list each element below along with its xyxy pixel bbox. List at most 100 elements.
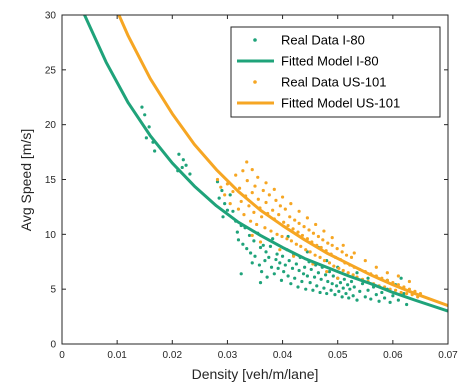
data-point <box>322 259 327 263</box>
data-point <box>307 228 311 232</box>
data-point <box>355 271 359 275</box>
data-point <box>407 279 411 284</box>
x-tick-label: 0.02 <box>163 350 183 361</box>
data-point <box>341 286 345 290</box>
legend-label: Fitted Model US-101 <box>281 96 400 111</box>
data-point <box>247 204 251 208</box>
data-point <box>346 283 350 287</box>
data-point <box>250 168 254 172</box>
data-point <box>303 265 307 269</box>
data-point <box>311 288 315 292</box>
data-point <box>258 245 263 250</box>
data-point <box>289 239 293 243</box>
data-point <box>286 274 290 278</box>
data-point <box>355 298 359 302</box>
data-point <box>140 105 144 109</box>
data-point <box>344 253 349 257</box>
data-point <box>248 251 253 255</box>
data-point <box>297 209 301 213</box>
x-tick-label: 0.05 <box>328 350 348 361</box>
data-point <box>396 298 400 302</box>
y-tick-label: 5 <box>50 285 56 296</box>
data-point <box>261 243 265 247</box>
legend-label: Real Data I-80 <box>281 33 365 48</box>
data-point <box>333 293 337 297</box>
data-point <box>271 237 275 241</box>
data-point <box>278 204 282 208</box>
data-point <box>322 286 326 290</box>
data-point <box>272 187 276 191</box>
series-0-points <box>140 105 409 307</box>
data-point <box>241 242 245 246</box>
data-point <box>325 291 329 296</box>
data-point <box>278 248 282 252</box>
data-point <box>335 246 339 251</box>
data-point <box>332 264 336 268</box>
data-point <box>289 282 293 286</box>
data-point <box>304 248 308 252</box>
data-point <box>363 259 367 263</box>
data-point <box>374 293 378 297</box>
data-point <box>344 291 348 296</box>
data-point <box>396 274 400 278</box>
data-point <box>318 290 322 295</box>
data-point <box>260 215 264 219</box>
data-point <box>297 268 301 273</box>
data-point <box>352 285 356 289</box>
data-point <box>219 185 223 189</box>
data-point <box>399 276 403 280</box>
data-point <box>292 254 296 258</box>
data-point <box>277 212 281 217</box>
legend-marker <box>253 80 257 84</box>
data-point <box>282 220 286 224</box>
data-point <box>304 287 308 291</box>
data-point <box>330 236 334 240</box>
data-point <box>312 275 317 279</box>
data-point <box>294 242 298 246</box>
data-point <box>253 254 257 258</box>
data-point <box>338 280 343 285</box>
data-point <box>293 276 297 280</box>
data-point <box>316 234 321 239</box>
x-tick-label: 0.03 <box>218 350 238 361</box>
data-point <box>305 274 309 278</box>
data-point <box>177 152 181 156</box>
data-point <box>363 295 367 299</box>
legend-entry: Fitted Model US-101 <box>237 96 400 111</box>
data-point <box>335 284 339 288</box>
data-point <box>250 191 254 195</box>
data-point <box>255 222 259 227</box>
data-point <box>256 197 260 201</box>
data-point <box>302 225 306 229</box>
data-point <box>327 270 332 274</box>
series-2-points <box>215 160 423 299</box>
data-point <box>360 282 365 286</box>
data-point <box>382 296 387 300</box>
data-point <box>236 207 241 211</box>
data-point <box>272 272 276 276</box>
x-axis-title: Density [veh/m/lane] <box>192 366 319 382</box>
data-point <box>385 271 389 275</box>
data-point <box>258 240 263 244</box>
data-point <box>264 200 268 205</box>
data-point <box>265 275 269 279</box>
data-point <box>358 289 362 293</box>
data-point <box>349 255 354 259</box>
data-point <box>305 216 309 220</box>
data-point <box>225 208 230 212</box>
data-point <box>301 272 306 276</box>
data-point <box>329 288 333 292</box>
data-point <box>316 271 321 275</box>
data-point <box>228 193 232 197</box>
data-point <box>366 288 370 292</box>
data-point <box>215 177 220 182</box>
data-point <box>336 276 340 280</box>
data-point <box>352 251 356 255</box>
data-point <box>231 189 235 194</box>
data-point <box>337 266 341 270</box>
data-point <box>228 202 232 206</box>
data-point <box>180 165 184 170</box>
data-point <box>405 302 409 307</box>
data-point <box>313 253 317 257</box>
data-point <box>276 266 280 270</box>
